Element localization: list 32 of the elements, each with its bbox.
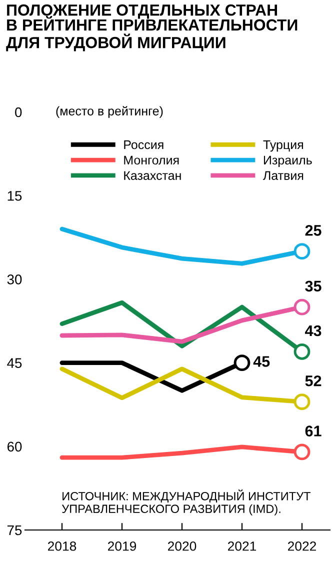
legend-label: Латвия <box>263 171 304 180</box>
data-label: 35 <box>305 280 322 292</box>
data-label: 25 <box>305 224 322 236</box>
data-label: 43 <box>305 325 322 336</box>
legend-label: Монголия <box>124 156 179 165</box>
legend-label: Турция <box>263 140 303 152</box>
legend-label: Израиль <box>264 156 312 168</box>
data-label: 52 <box>305 375 322 386</box>
x-tick-label: 2022 <box>288 541 316 551</box>
x-tick-label: 2021 <box>228 541 256 551</box>
x-tick-label: 2019 <box>108 541 136 551</box>
y-tick-label: 0 <box>15 107 22 118</box>
y-tick-label: 60 <box>7 442 22 452</box>
point <box>294 343 310 360</box>
chart-title: ПОЛОЖЕНИЕ ОТДЕЛЬНЫХ СТРАН В РЕЙТИНГЕ ПРИВЛЕКАТЕЛЬНОСТИ ДЛЯ ТРУДОВОЙ МИГРАЦИИ <box>6 4 298 52</box>
y-tick-label: 15 <box>8 191 22 201</box>
point <box>294 444 310 460</box>
point <box>294 298 310 316</box>
y-tick-label: 30 <box>7 274 22 284</box>
x-tick-label: 2018 <box>48 541 76 551</box>
data-label: 45 <box>253 356 270 367</box>
point <box>234 354 250 371</box>
point <box>294 243 310 260</box>
data-label: 61 <box>305 426 322 436</box>
legend-label: Казахстан <box>124 171 181 180</box>
legend-label: Россия <box>124 140 164 150</box>
annotation: ИСТОЧНИК: МЕЖДУНАРОДНЫЙ ИНСТИТУТ УПРАВЛЕНЧЕСКОГО РАЗВИТИЯ (IMD). <box>62 490 311 516</box>
y-tick-label: 75 <box>7 525 22 536</box>
y-tick-label: 45 <box>7 358 22 368</box>
point <box>294 394 310 410</box>
y-axis-title: (место в рейтинге) <box>56 106 163 118</box>
x-tick-label: 2020 <box>168 541 196 551</box>
